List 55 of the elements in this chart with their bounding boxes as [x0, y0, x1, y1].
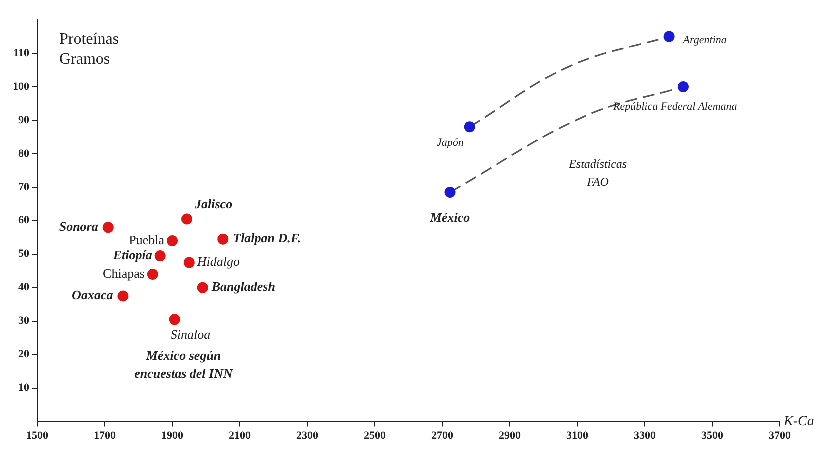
annotation: Sinaloa — [170, 327, 212, 342]
point — [169, 314, 180, 326]
x-tick-label: 2300 — [296, 430, 319, 442]
x-tick-label: 2900 — [499, 430, 522, 442]
x-tick-label: 2100 — [229, 430, 252, 442]
annotation: Tlalpan D.F. — [233, 230, 302, 246]
point — [184, 257, 195, 268]
y-axis-title: Proteínas Gramos — [60, 31, 120, 68]
point — [102, 222, 114, 234]
annotation: Estadísticas FAO — [568, 157, 628, 190]
annotation: Jalisco — [194, 196, 234, 212]
y-tick-label: 110 — [14, 47, 30, 60]
point — [154, 250, 166, 262]
x-tick-label: 1900 — [162, 430, 184, 442]
annotation: Bangladesh — [210, 279, 276, 294]
x-tick-label: 2500 — [364, 430, 386, 442]
y-tick-label: 20 — [18, 348, 30, 361]
annotation: Argentina — [682, 34, 728, 47]
annotation: Japón — [436, 137, 464, 150]
annotation: México según encuestas del INN — [134, 348, 234, 381]
point — [664, 31, 675, 42]
annotation: Hidalgo — [196, 254, 240, 270]
x-tick-label: 3500 — [702, 430, 724, 442]
y-tick-label: 90 — [18, 114, 30, 126]
y-tick-label: 30 — [18, 315, 30, 328]
point — [678, 81, 689, 92]
annotation: México — [429, 210, 471, 225]
annotation: República Federal Alemana — [612, 100, 738, 113]
y-tick-label: 80 — [18, 148, 30, 160]
x-tick-label: 2700 — [432, 430, 454, 442]
point — [464, 122, 476, 133]
y-tick-label: 70 — [18, 181, 30, 194]
point — [444, 186, 456, 198]
annotation: Chiapas — [103, 266, 145, 281]
y-tick-label: 100 — [13, 80, 30, 93]
y-tick-label: 40 — [18, 282, 30, 294]
y-tick-label: 10 — [18, 382, 30, 394]
x-tick-label: 3700 — [769, 430, 792, 442]
annotation: Sonora — [59, 218, 99, 234]
x-tick-label: 1700 — [94, 430, 116, 442]
y-tick-label: 60 — [18, 214, 30, 227]
annotation: Puebla — [129, 232, 165, 248]
annotation: Etiopía — [112, 247, 153, 262]
x-tick-label: 3100 — [566, 430, 589, 442]
point — [147, 268, 158, 280]
x-axis-title: K-Ca — [783, 414, 814, 430]
point — [167, 235, 178, 246]
point — [182, 214, 193, 225]
x-tick-label: 3300 — [634, 430, 656, 442]
annotation: Oaxaca — [72, 288, 114, 303]
point — [218, 234, 229, 245]
point — [197, 282, 208, 294]
point — [118, 290, 129, 302]
y-tick-label: 50 — [18, 248, 30, 260]
x-tick-label: 1500 — [26, 430, 49, 442]
